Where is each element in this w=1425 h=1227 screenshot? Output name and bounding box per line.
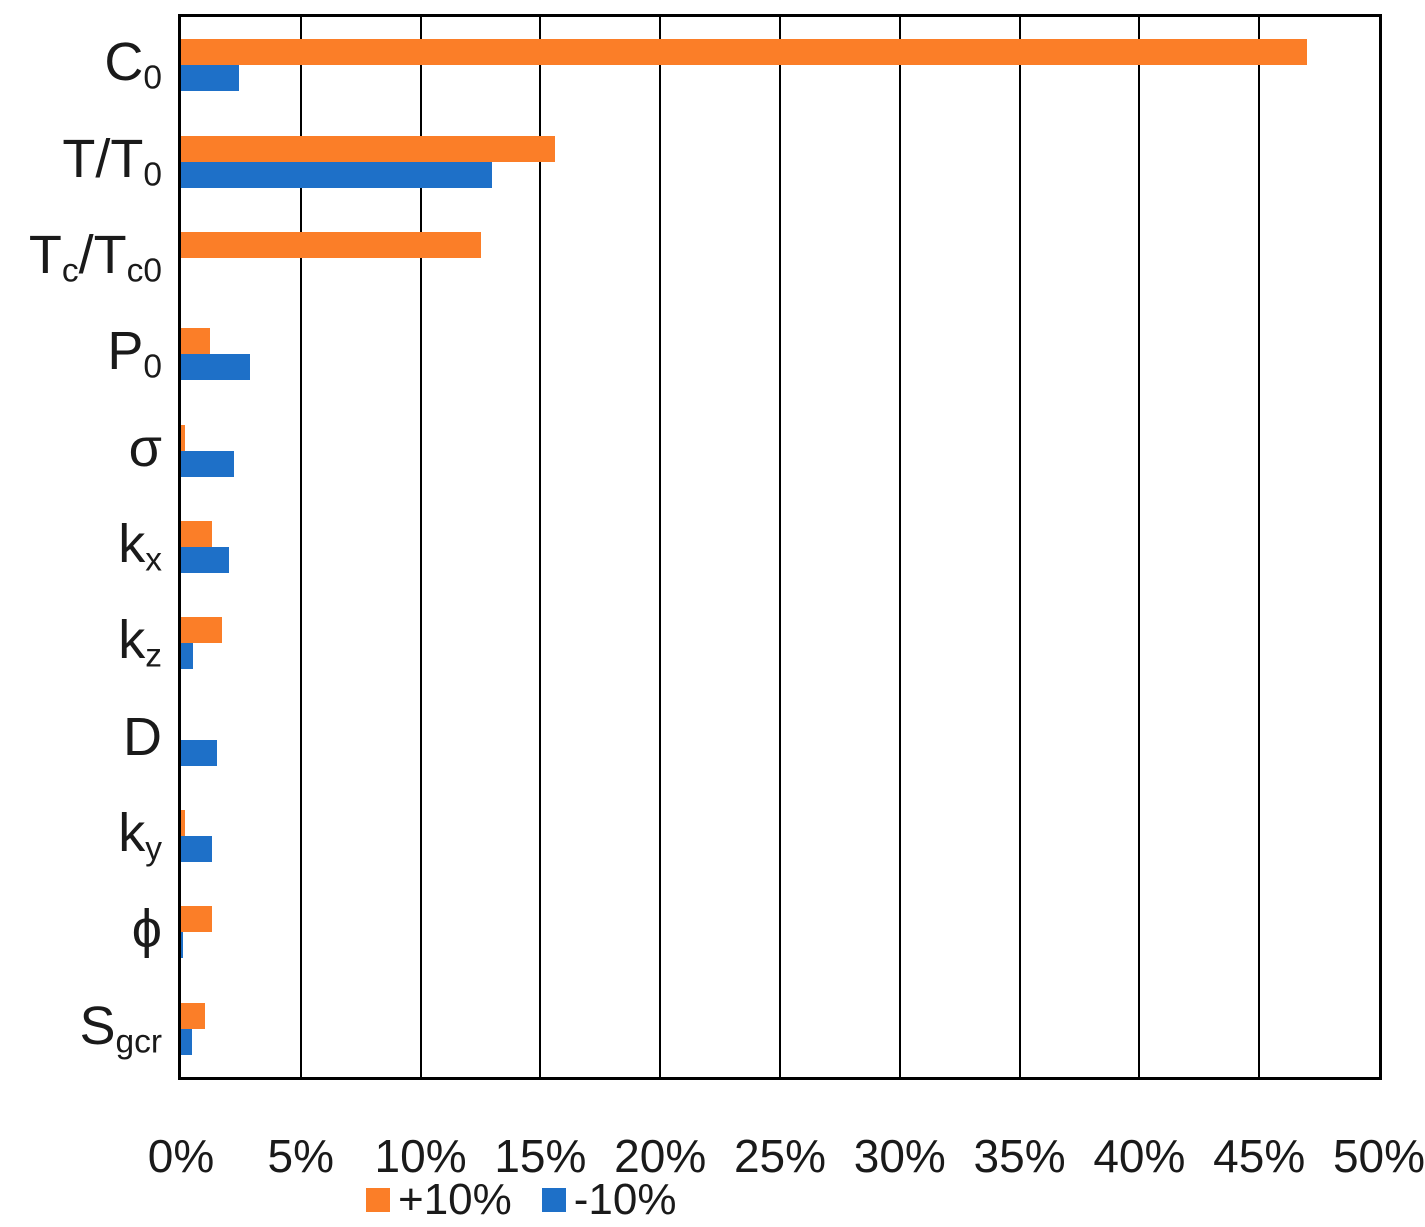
- category-label-kz: kz: [118, 610, 162, 675]
- bar-plus10-ky: [181, 810, 185, 837]
- bar-minus10-tt0: [181, 161, 493, 188]
- x-tick-label-10: 10%: [374, 1130, 467, 1182]
- x-tick-label-45: 45%: [1213, 1130, 1306, 1182]
- category-label-p0: P0: [107, 321, 162, 386]
- bar-minus10-cat: [181, 450, 234, 477]
- category-label-c0: C0: [104, 32, 162, 97]
- bar-minus10-c0: [181, 65, 239, 92]
- bar-plus10-c0: [181, 39, 1308, 66]
- bar-minus10-d: [181, 739, 217, 766]
- bar-plus10-kz: [181, 617, 222, 644]
- x-tick-label-25: 25%: [733, 1130, 827, 1182]
- gridline-25%: [779, 17, 781, 1077]
- x-tick-label-30: 30%: [853, 1130, 946, 1182]
- plot-area: [178, 14, 1382, 1080]
- gridline-30%: [898, 17, 901, 1077]
- x-tick-label-35: 35%: [973, 1130, 1066, 1182]
- bar-plus10-tt0: [181, 135, 555, 162]
- x-tick-label-50: 50%: [1332, 1130, 1425, 1182]
- chart-legend: +10% -10%: [366, 1178, 676, 1222]
- bar-minus10-ky: [181, 836, 213, 863]
- category-label-cat: ϕ: [131, 899, 162, 960]
- category-label-kx: kx: [118, 514, 162, 579]
- gridline-5%: [299, 17, 302, 1077]
- gridline-20%: [659, 17, 662, 1077]
- x-tick-label-0: 0%: [147, 1130, 215, 1182]
- x-tick-label-40: 40%: [1093, 1130, 1186, 1182]
- bar-minus10-cat: [181, 932, 183, 959]
- bar-minus10-kx: [181, 547, 229, 573]
- legend-label-plus10: +10%: [398, 1175, 512, 1224]
- category-label-tctc0: Tc/Tc0: [28, 224, 162, 290]
- legend-swatch-minus10-icon: [541, 1188, 566, 1212]
- gridline-35%: [1018, 17, 1021, 1077]
- bar-minus10-p0: [181, 354, 251, 381]
- bar-plus10-cat: [181, 906, 213, 933]
- legend-item-plus10: +10%: [366, 1178, 512, 1222]
- bar-minus10-kz: [181, 643, 193, 670]
- category-label-cat: σ: [128, 417, 162, 478]
- bar-plus10-cat: [181, 424, 185, 451]
- legend-item-minus10: -10%: [541, 1175, 677, 1224]
- bar-plus10-p0: [181, 328, 210, 355]
- gridline-45%: [1258, 17, 1261, 1077]
- x-tick-label-20: 20%: [614, 1130, 707, 1182]
- gridline-15%: [539, 17, 542, 1077]
- bar-plus10-sgcr: [181, 1002, 205, 1029]
- gridline-10%: [419, 17, 422, 1077]
- category-label-tt0: T/T0: [62, 128, 162, 193]
- bar-plus10-kx: [181, 521, 213, 547]
- bar-minus10-sgcr: [181, 1028, 192, 1055]
- category-label-ky: ky: [118, 803, 162, 868]
- bar-plus10-tctc0: [181, 231, 481, 258]
- x-tick-label-15: 15%: [494, 1130, 587, 1182]
- gridline-40%: [1138, 17, 1141, 1077]
- legend-swatch-plus10-icon: [366, 1188, 390, 1212]
- category-label-sgcr: Sgcr: [79, 995, 162, 1061]
- x-tick-label-5: 5%: [267, 1130, 335, 1182]
- category-label-d: D: [123, 706, 162, 767]
- legend-label-minus10: -10%: [573, 1175, 677, 1224]
